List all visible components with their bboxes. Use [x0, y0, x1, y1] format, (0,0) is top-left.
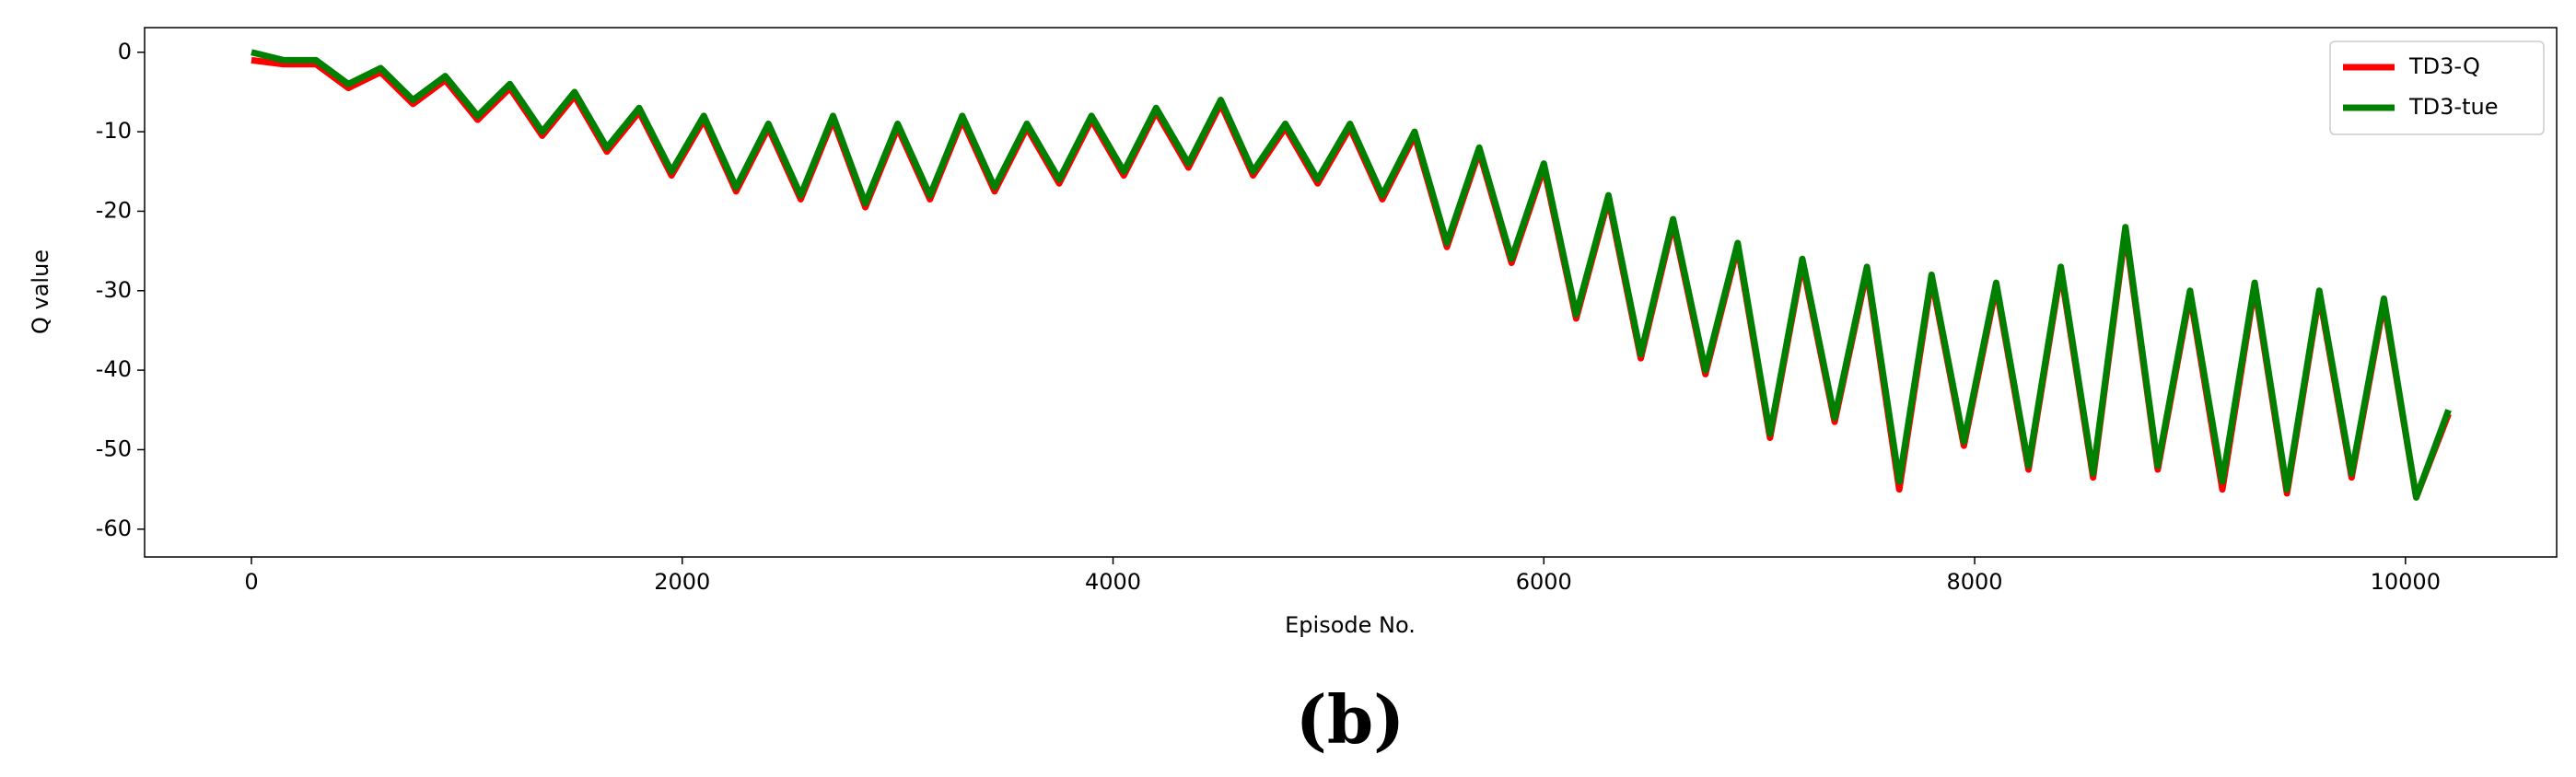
x-tick-label: 4000	[1085, 569, 1141, 595]
y-tick-label: -30	[96, 277, 132, 303]
caption: (b)	[1296, 680, 1405, 759]
y-tick-label: -20	[96, 197, 132, 223]
plot-frame	[144, 27, 2558, 558]
y-tick-label: 0	[118, 39, 132, 64]
legend-label: TD3-tue	[2408, 94, 2498, 120]
x-tick-label: 8000	[1947, 569, 2003, 595]
x-tick-label: 2000	[654, 569, 710, 595]
x-tick-label: 10000	[2371, 569, 2441, 595]
y-tick-label: -10	[96, 118, 132, 144]
legend-label: TD3-Q	[2408, 53, 2480, 79]
y-tick-label: -50	[96, 435, 132, 461]
y-tick-label: -40	[96, 356, 132, 382]
x-tick-label: 0	[244, 569, 258, 595]
x-tick-label: 6000	[1516, 569, 1572, 595]
series-line	[251, 49, 2452, 501]
y-axis-label: Q value	[28, 249, 53, 334]
y-tick-label: -60	[96, 516, 132, 541]
x-axis-label: Episode No.	[1285, 612, 1416, 638]
